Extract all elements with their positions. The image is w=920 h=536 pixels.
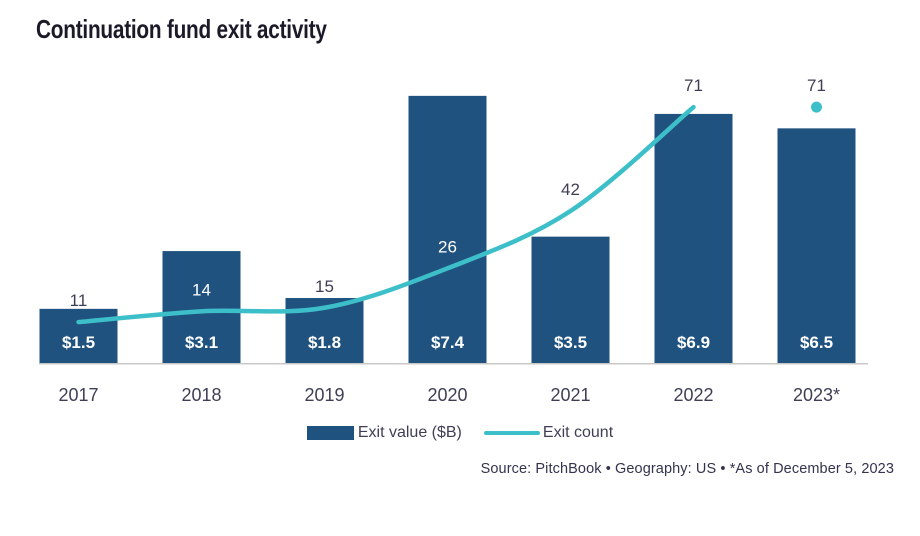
exit-value-bar-2020 xyxy=(408,95,487,364)
exit-count-label: 71 xyxy=(684,76,703,95)
year-label: 2017 xyxy=(58,385,98,405)
exit-count-label: 71 xyxy=(807,76,826,95)
legend-item-exit-value: Exit value ($B) xyxy=(306,424,462,442)
bar-value-label: $3.1 xyxy=(185,333,218,352)
exit-value-bar-2018 xyxy=(162,251,241,363)
bar-value-label: $7.4 xyxy=(431,333,465,352)
bar-value-label: $6.9 xyxy=(677,333,710,352)
year-label: 2018 xyxy=(181,385,221,405)
exit-value-bar-2021 xyxy=(531,236,610,363)
year-label: 2022 xyxy=(673,385,713,405)
exit-count-label: 26 xyxy=(438,237,457,256)
exit-count-label: 15 xyxy=(315,277,334,296)
bar-value-label: $1.8 xyxy=(308,333,341,352)
bar-value-label: $1.5 xyxy=(62,333,95,352)
chart-legend: Exit value ($B) Exit count xyxy=(0,424,920,442)
exit-count-label: 14 xyxy=(192,280,211,299)
page-title: Continuation fund exit activity xyxy=(36,14,327,44)
year-label: 2023* xyxy=(793,385,840,405)
exit-value-bar-2022 xyxy=(654,113,733,363)
exit-count-swatch-icon xyxy=(483,430,540,436)
exit-value-swatch-icon xyxy=(306,426,354,440)
exit-count-dot xyxy=(811,101,822,113)
exit-count-label: 42 xyxy=(561,180,580,199)
source-footnote: Source: PitchBook • Geography: US • *As … xyxy=(480,461,894,477)
legend-item-exit-count: Exit count xyxy=(483,424,614,442)
year-label: 2021 xyxy=(550,385,590,405)
bar-value-label: $3.5 xyxy=(554,333,587,352)
exit-count-line xyxy=(76,104,696,325)
exit-value-bar-2023 xyxy=(777,128,856,363)
exit-count-label: 11 xyxy=(70,291,88,310)
year-label: 2020 xyxy=(427,385,467,405)
year-label: 2019 xyxy=(304,385,344,405)
legend-label-exit-value: Exit value ($B) xyxy=(357,424,462,441)
legend-label-exit-count: Exit count xyxy=(542,424,614,441)
bar-value-label: $6.5 xyxy=(800,333,833,352)
